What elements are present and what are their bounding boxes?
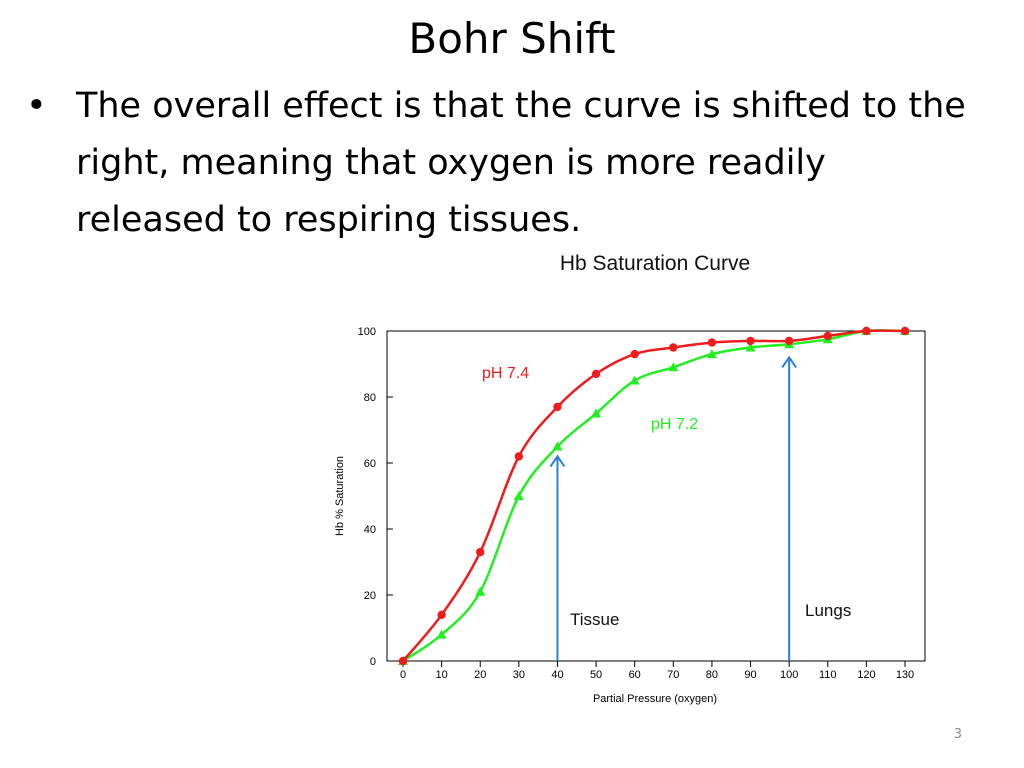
annotation-arrowhead-lungs: [781, 355, 797, 368]
y-axis-ticks: 0 20 40 60 80 100: [358, 326, 393, 668]
annotation-layer: [549, 355, 797, 661]
series-layer: [398, 326, 910, 666]
data-point-ph-7-4: [823, 331, 832, 341]
chart-title: Hb Saturation Curve: [560, 252, 750, 275]
y-tick-label: 0: [370, 656, 376, 668]
data-point-ph-7-4: [900, 326, 910, 336]
x-tick-label: 0: [400, 669, 406, 681]
y-tick-label: 80: [364, 392, 376, 404]
data-point-ph-7-2: [475, 586, 486, 596]
x-tick-label: 130: [896, 669, 914, 681]
data-point-ph-7-2: [745, 342, 756, 352]
annotation-arrowhead-tissue: [549, 454, 566, 467]
x-tick-label: 30: [513, 669, 525, 681]
bullet-marker: •: [26, 86, 47, 126]
x-tick-label: 10: [435, 669, 447, 681]
x-axis-ticks: 0 10 20 30 40 50 60 70 80 90 100 110 120 130: [400, 661, 914, 681]
data-point-ph-7-4: [476, 547, 485, 557]
page-number: 3: [953, 727, 962, 742]
data-point-ph-7-2: [436, 629, 447, 639]
bullet-text: The overall effect is that the curve is …: [76, 86, 966, 240]
plot-frame: [386, 330, 926, 662]
data-point-ph-7-4: [669, 343, 678, 352]
data-point-ph-7-4: [746, 336, 755, 346]
data-point-ph-7-4: [862, 326, 871, 336]
bullet-list: • The overall effect is that the curve i…: [26, 78, 966, 249]
data-point-ph-7-2: [629, 375, 640, 385]
annotation-label-tissue: Tissue: [570, 610, 619, 629]
y-tick-label: 100: [358, 326, 376, 338]
x-tick-label: 120: [857, 669, 875, 681]
data-point-ph-7-4: [591, 369, 601, 379]
data-point-ph-7-2: [513, 491, 524, 500]
chart-svg: Hb Saturation Curve 0 20 40 60 80 100 0 10 20 30…: [334, 252, 926, 705]
x-tick-label: 60: [629, 669, 641, 681]
data-point-ph-7-2: [706, 349, 717, 359]
x-tick-label: 70: [667, 669, 679, 681]
series-line-ph-7-2: [402, 329, 906, 663]
x-axis-label: Partial Pressure (oxygen): [593, 693, 717, 705]
data-point-ph-7-2: [668, 362, 679, 372]
data-point-ph-7-4: [784, 336, 794, 346]
y-axis-label: Hb % Saturation: [334, 456, 346, 536]
x-tick-label: 40: [551, 669, 563, 681]
data-point-ph-7-4: [398, 656, 408, 666]
data-point-ph-7-4: [630, 349, 639, 359]
x-tick-label: 100: [780, 669, 798, 681]
x-tick-label: 80: [706, 669, 718, 681]
annotation-label-lungs: Lungs: [805, 601, 851, 620]
data-point-ph-7-4: [514, 452, 524, 461]
x-tick-label: 50: [590, 669, 602, 681]
slide-title: Bohr Shift: [408, 14, 616, 63]
data-point-ph-7-4: [553, 402, 562, 412]
y-tick-label: 40: [364, 524, 376, 536]
data-point-ph-7-4: [437, 610, 446, 619]
x-tick-label: 90: [744, 669, 756, 681]
hb-saturation-chart: Hb Saturation Curve 0 20 40 60 80 100 0 10 20 30…: [320, 240, 940, 710]
data-point-ph-7-4: [707, 338, 717, 347]
data-point-ph-7-2: [591, 408, 602, 418]
x-tick-label: 20: [474, 669, 486, 681]
y-tick-label: 60: [364, 458, 376, 470]
y-tick-label: 20: [364, 590, 376, 602]
series-label-ph-7-2: pH 7.2: [651, 416, 698, 433]
data-point-ph-7-2: [552, 441, 563, 451]
series-label-ph-7-4: pH 7.4: [482, 365, 529, 382]
bullet-item: • The overall effect is that the curve i…: [26, 78, 966, 249]
x-tick-label: 110: [819, 669, 837, 681]
